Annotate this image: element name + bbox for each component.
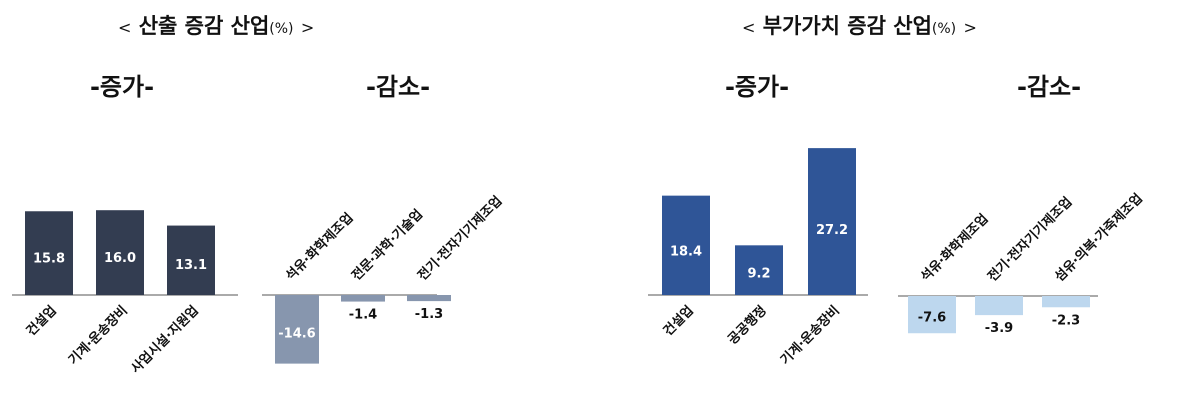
value-increase-bar-3 — [808, 148, 856, 295]
value-increase-category-label-3: 기계·운송장비 — [777, 303, 843, 369]
output-decrease-value-label-3: -1.3 — [415, 307, 443, 322]
right-panel-unit: (%) — [931, 21, 957, 37]
output-decrease-value-label-1: -14.6 — [278, 327, 315, 342]
output-increase-value-label-2: 16.0 — [104, 251, 136, 266]
value-increase-value-label-2: 9.2 — [747, 267, 770, 282]
right-panel-title-text: 부가가치 증감 산업 — [762, 14, 932, 38]
value-decrease-bar-2 — [975, 296, 1023, 316]
value-increase-bar-1 — [662, 195, 710, 295]
right-panel-title: < 부가가치 증감 산업(%) > — [742, 14, 977, 38]
value-decrease-subtitle: -감소- — [1016, 73, 1082, 101]
output-increase-bar-2 — [96, 210, 144, 295]
output-increase-value-label-3: 13.1 — [175, 258, 207, 273]
output-decrease-value-label-2: -1.4 — [349, 308, 377, 323]
output-decrease-bar-2 — [341, 295, 385, 302]
output-increase-subtitle: -증가- — [89, 73, 155, 101]
output-increase-category-label-3: 사업시설·지원업 — [128, 303, 202, 377]
value-increase-subtitle: -증가- — [724, 73, 790, 101]
output-decrease-category-label-1: 석유·화학제조업 — [283, 210, 357, 284]
value-increase-category-label-1: 건설업 — [660, 303, 697, 340]
value-increase-value-label-1: 18.4 — [670, 244, 702, 259]
value-decrease-category-label-1: 석유·화학제조업 — [918, 211, 992, 285]
output-increase-category-label-1: 건설업 — [23, 303, 60, 340]
output-decrease-bar-3 — [407, 295, 451, 302]
left-panel-title-text: 산출 증감 산업 — [138, 14, 270, 38]
output-increase-category-label-2: 기계·운송장비 — [65, 303, 131, 369]
left-panel-title: < 산출 증감 산업(%) > — [118, 14, 315, 38]
value-decrease-bar-3 — [1042, 296, 1090, 308]
value-decrease-value-label-2: -3.9 — [985, 321, 1013, 336]
output-decrease-category-label-3: 전기·전자기기제조업 — [415, 193, 506, 284]
value-increase-value-label-3: 27.2 — [816, 223, 848, 238]
output-decrease-category-label-2: 전문·과학·기술업 — [349, 206, 427, 284]
value-decrease-value-label-1: -7.6 — [918, 310, 946, 325]
left-panel-unit: (%) — [269, 21, 294, 37]
value-increase-bar-2 — [735, 245, 783, 295]
output-increase-bar-1 — [25, 211, 73, 295]
value-increase-category-label-2: 공공행정 — [725, 303, 770, 348]
output-increase-bar-3 — [167, 225, 215, 295]
value-decrease-value-label-3: -2.3 — [1052, 313, 1080, 328]
output-decrease-bar-1 — [275, 295, 319, 364]
value-decrease-bar-1 — [908, 296, 956, 334]
output-increase-value-label-1: 15.8 — [33, 251, 65, 266]
output-decrease-subtitle: -감소- — [365, 73, 431, 101]
